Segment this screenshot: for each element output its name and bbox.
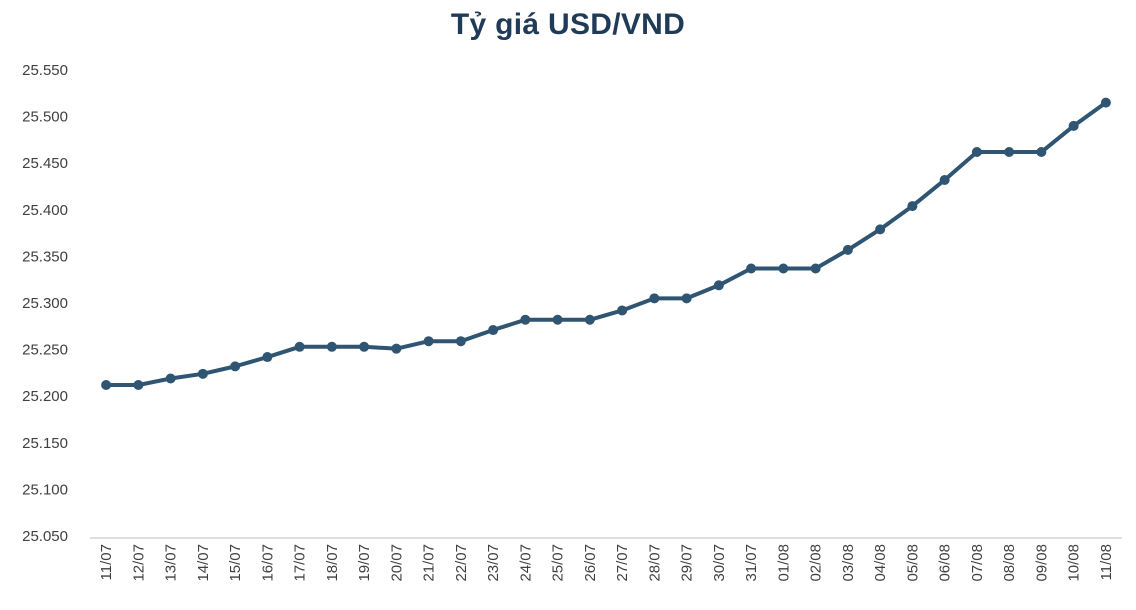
- x-tick-label: 26/07: [582, 544, 599, 582]
- x-tick-label: 19/07: [356, 544, 373, 582]
- data-point: [552, 314, 563, 325]
- x-tick-label: 15/07: [227, 544, 244, 582]
- data-point: [1100, 97, 1111, 108]
- data-point: [617, 305, 628, 316]
- data-point: [488, 325, 499, 336]
- data-point: [230, 361, 241, 372]
- x-tick-label: 18/07: [324, 544, 341, 582]
- x-tick-label: 13/07: [163, 544, 180, 582]
- x-tick-label: 03/08: [840, 544, 857, 582]
- data-point: [197, 368, 208, 379]
- chart-title: Tỷ giá USD/VND: [450, 8, 686, 41]
- data-point: [455, 336, 466, 347]
- data-point: [713, 280, 724, 291]
- data-point: [939, 174, 950, 185]
- data-point: [810, 263, 821, 274]
- y-tick-label: 25.100: [22, 481, 68, 498]
- data-point: [165, 373, 176, 384]
- y-tick-label: 25.050: [22, 528, 68, 545]
- x-tick-label: 23/07: [485, 544, 502, 582]
- y-tick-label: 25.300: [22, 295, 68, 312]
- x-tick-label: 20/07: [388, 544, 405, 582]
- x-tick-label: 05/08: [904, 544, 921, 582]
- x-tick-label: 30/07: [711, 544, 728, 582]
- data-point: [778, 263, 789, 274]
- data-point: [971, 147, 982, 158]
- x-tick-label: 06/08: [937, 544, 954, 582]
- x-tick-label: 24/07: [517, 544, 534, 582]
- data-point: [294, 341, 305, 352]
- x-tick-label: 31/07: [743, 544, 760, 582]
- x-tick-label: 27/07: [614, 544, 631, 582]
- y-tick-label: 25.200: [22, 388, 68, 405]
- data-point: [520, 314, 531, 325]
- x-tick-label: 28/07: [646, 544, 663, 582]
- x-tick-label: 04/08: [872, 544, 889, 582]
- y-axis-ticks: 25.050 25.100 25.150 25.200 25.250 25.300 25.3…: [22, 62, 68, 545]
- data-point: [423, 336, 434, 347]
- data-point: [584, 314, 595, 325]
- x-tick-label: 01/08: [775, 544, 792, 582]
- data-point: [101, 380, 112, 391]
- data-point: [746, 263, 757, 274]
- y-tick-label: 25.450: [22, 155, 68, 172]
- x-tick-label: 22/07: [453, 544, 470, 582]
- y-tick-label: 25.400: [22, 202, 68, 219]
- data-point: [262, 352, 273, 363]
- data-point: [359, 341, 370, 352]
- data-point: [133, 380, 144, 391]
- x-tick-label: 09/08: [1033, 544, 1050, 582]
- data-point: [842, 244, 853, 255]
- y-tick-label: 25.500: [22, 109, 68, 126]
- data-points: [101, 97, 1111, 391]
- x-tick-label: 25/07: [550, 544, 567, 582]
- series-line: [104, 100, 1108, 388]
- x-tick-label: 12/07: [130, 544, 147, 582]
- y-tick-label: 25.150: [22, 435, 68, 452]
- y-tick-label: 25.550: [22, 62, 68, 79]
- data-point: [649, 293, 660, 304]
- x-tick-label: 21/07: [421, 544, 438, 582]
- x-axis-ticks: 11/07 12/07 13/07 14/07 15/07 16/07 17/07 18/07…: [98, 544, 1115, 582]
- x-tick-label: 17/07: [292, 544, 309, 582]
- data-point: [1004, 147, 1015, 158]
- data-point: [907, 201, 918, 212]
- x-tick-label: 14/07: [195, 544, 212, 582]
- x-tick-label: 07/08: [969, 544, 986, 582]
- x-tick-label: 02/08: [808, 544, 825, 582]
- data-point: [391, 343, 402, 354]
- x-tick-label: 08/08: [1001, 544, 1018, 582]
- data-point: [875, 224, 886, 235]
- x-tick-label: 10/08: [1066, 544, 1083, 582]
- data-point: [681, 293, 692, 304]
- data-point: [1036, 147, 1047, 158]
- data-point: [326, 341, 337, 352]
- x-tick-label: 16/07: [259, 544, 276, 582]
- y-tick-label: 25.250: [22, 342, 68, 359]
- x-tick-label: 29/07: [679, 544, 696, 582]
- data-point: [1068, 120, 1079, 131]
- y-tick-label: 25.350: [22, 248, 68, 265]
- x-tick-label: 11/07: [98, 544, 115, 580]
- x-tick-label: 11/08: [1098, 544, 1115, 580]
